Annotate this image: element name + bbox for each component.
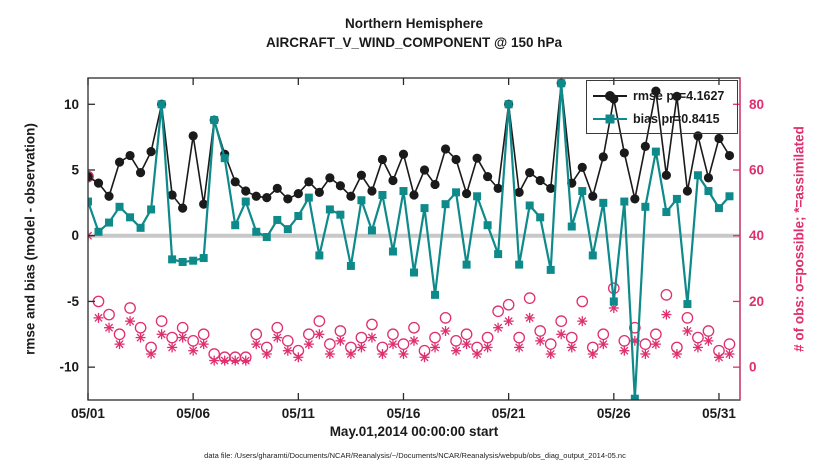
svg-text:10: 10 (64, 97, 79, 112)
legend-entry-bias: bias pr=0.8415 (593, 112, 731, 126)
svg-text:40: 40 (749, 228, 764, 243)
legend-label-bias: bias pr=0.8415 (633, 111, 720, 126)
svg-text:05/16: 05/16 (387, 406, 421, 421)
svg-text:05/21: 05/21 (492, 406, 526, 421)
svg-text:20: 20 (749, 294, 764, 309)
legend-entry-rmse: rmse pr=4.1627 (593, 89, 731, 103)
svg-text:05/31: 05/31 (702, 406, 736, 421)
svg-text:0: 0 (71, 228, 79, 243)
legend-label-rmse: rmse pr=4.1627 (633, 88, 725, 103)
svg-text:05/01: 05/01 (71, 406, 105, 421)
svg-text:-5: -5 (67, 294, 79, 309)
svg-text:05/11: 05/11 (282, 406, 316, 421)
datafile-caption: data file: /Users/gharamti/Documents/NCA… (204, 451, 626, 460)
svg-text:5: 5 (71, 163, 79, 178)
bias-marker-sample (593, 113, 627, 125)
svg-text:0: 0 (749, 360, 757, 375)
filled-circle-icon (605, 90, 615, 101)
svg-text:-10: -10 (59, 360, 79, 375)
x-axis-label: May.01,2014 00:00:00 start (329, 424, 499, 439)
chart-title-line1: Northern Hemisphere (344, 16, 484, 31)
chart-legend: rmse pr=4.1627 bias pr=0.8415 (586, 80, 738, 134)
svg-text:05/06: 05/06 (176, 406, 210, 421)
rmse-marker-sample (593, 90, 627, 102)
svg-text:60: 60 (749, 163, 764, 178)
chart-title-line2: AIRCRAFT_V_WIND_COMPONENT @ 150 hPa (266, 35, 562, 50)
svg-text:05/26: 05/26 (597, 406, 631, 421)
filled-square-icon (605, 114, 615, 123)
svg-text:80: 80 (749, 97, 764, 112)
